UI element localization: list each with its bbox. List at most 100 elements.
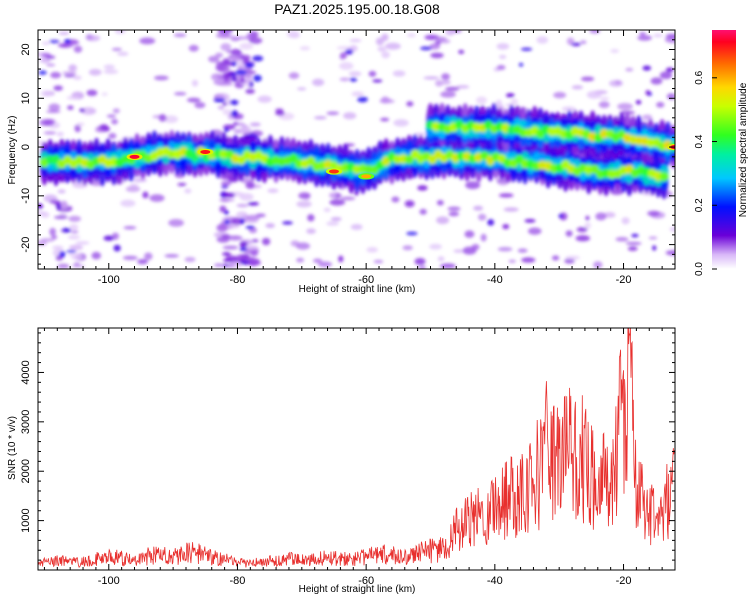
spectrogram-cell [430, 52, 444, 59]
spectrogram-cell [617, 102, 633, 111]
spectrogram-cell [435, 80, 444, 87]
snr-frame [37, 327, 676, 571]
spectrogram-cell [298, 192, 311, 200]
colorbar: 0.0 0.2 0.4 0.6 Normalized spectral amplitu… [694, 30, 749, 276]
spectrogram-cell [239, 193, 254, 201]
spectrogram-cell [495, 99, 503, 108]
spectrogram-cell [381, 51, 390, 59]
spectrogram-cell [447, 206, 461, 211]
spectrogram-cell [561, 106, 576, 112]
spectrogram-cell [478, 213, 487, 221]
spectrogram-cell [218, 198, 235, 202]
spectrogram-cell [116, 51, 129, 56]
spectrogram-cell [239, 241, 248, 248]
spectrogram-cell [86, 89, 98, 97]
spectrogram-cell [393, 119, 409, 127]
spectrogram-cell [223, 192, 236, 198]
spectrogram-cell [186, 97, 201, 103]
spectrogram-cell [340, 51, 348, 59]
spectrogram-cell [520, 47, 533, 51]
spectrogram-cell [39, 119, 55, 127]
spectrogram-cell [99, 124, 109, 131]
spectrogram-cell [230, 48, 242, 55]
spectrogram-cell [51, 245, 64, 250]
spectrogram-x-axis-label: Height of straight line (km) [299, 284, 416, 295]
spectrogram-cell [88, 68, 102, 76]
spectrogram-cell [350, 224, 363, 231]
spectrogram-cell [312, 78, 325, 87]
spectrogram-cell [404, 200, 415, 208]
spectrogram-cell [221, 185, 229, 189]
snr-x-tick-label: -40 [487, 575, 503, 587]
spectrogram-cell [565, 230, 573, 237]
spectrogram-cell [73, 75, 82, 80]
spectrogram-cell [598, 101, 610, 109]
spectrogram-cell [652, 245, 657, 251]
spectrogram-cell [420, 46, 433, 51]
spectrogram-cell [70, 230, 79, 234]
spectrogram-cell [610, 49, 620, 54]
spectrogram-cell [282, 221, 293, 225]
spectrogram-cell [377, 46, 387, 52]
spectrogram-cell [191, 79, 199, 87]
spectrogram-cell [619, 110, 636, 115]
spectrogram-cell [639, 32, 646, 36]
spectrogram-cell [286, 30, 300, 38]
colorbar-ticks: 0.0 0.2 0.4 0.6 [694, 70, 717, 276]
spectrogram-cell [330, 217, 342, 222]
spectrogram-x-tick-label: -80 [230, 274, 246, 286]
spectrogram-cell [251, 238, 259, 243]
spectrogram-cell [120, 199, 136, 208]
spectrogram-cell [235, 69, 247, 76]
spectrogram-cell [275, 110, 285, 116]
spectrogram-cell [61, 227, 72, 233]
spectrogram-cell [455, 85, 470, 89]
spectrogram-cell [609, 80, 623, 87]
spectrogram-cell [62, 71, 77, 75]
snr-x-ticks: -100 -80 -60 -40 -20 [43, 328, 676, 587]
spectrogram-cell [245, 88, 255, 94]
spectrogram-cell [231, 76, 238, 82]
snr-x-tick-label: -100 [98, 575, 120, 587]
spectrogram-cell [471, 243, 480, 251]
spectrogram-cell [177, 182, 187, 187]
spectrogram-cell [648, 236, 658, 240]
spectrogram-peak [129, 154, 140, 159]
spectrogram-cell [40, 238, 55, 242]
spectrogram-cell [164, 254, 179, 258]
spectrogram-cell [339, 77, 350, 82]
snr-x-tick-label: -80 [230, 575, 246, 587]
spectrogram-cell [436, 199, 444, 206]
spectrogram-cell [57, 263, 70, 269]
spectrogram-cell [219, 60, 235, 67]
spectrogram-cell [323, 207, 331, 212]
spectrogram-cell [261, 237, 271, 246]
spectrogram-cell [224, 219, 230, 225]
spectrogram-cell [125, 185, 141, 193]
spectrogram-cell [240, 259, 250, 266]
spectrogram-cell [343, 112, 357, 120]
spectrogram-cell [349, 77, 358, 82]
spectrogram-cell [68, 64, 78, 72]
spectrogram-cell [414, 132, 426, 136]
snr-y-tick-label: 4000 [20, 360, 32, 384]
spectrogram-cell [239, 42, 254, 50]
spectrogram-cell [571, 85, 584, 90]
spectrogram-cell [215, 52, 224, 58]
spectrogram-cell [45, 109, 61, 114]
spectrogram-cell [418, 264, 427, 269]
spectrogram-cell [213, 98, 226, 103]
spectrogram-cell [576, 227, 588, 233]
spectrogram-cell [502, 223, 510, 230]
spectrogram-cell [217, 82, 234, 86]
spectrogram-cell [56, 203, 62, 211]
spectrogram-cell [498, 193, 514, 198]
spectrogram-cell [103, 69, 119, 75]
colorbar-tick-label: 0.4 [694, 134, 705, 148]
spectrogram-cell [642, 65, 652, 71]
spectrogram-cell [659, 71, 673, 80]
spectrogram-cell [222, 252, 231, 256]
spectrogram-cell [252, 74, 262, 82]
spectrogram-cell [184, 256, 196, 263]
